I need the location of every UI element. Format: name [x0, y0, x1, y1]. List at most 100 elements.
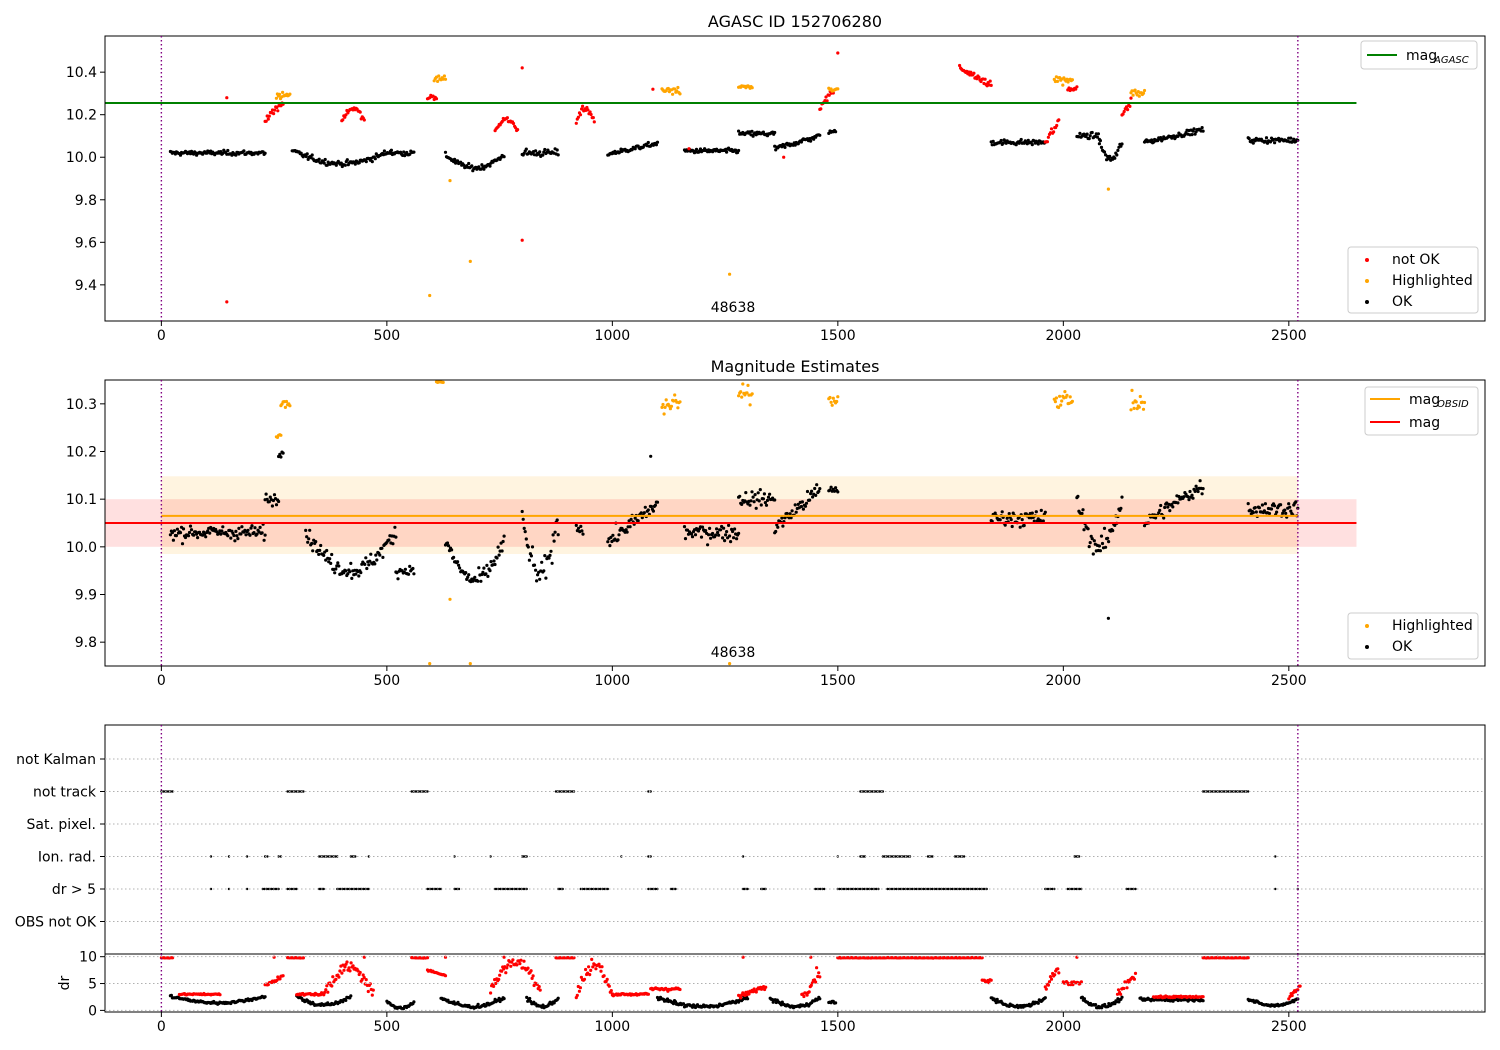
point-ok	[482, 566, 486, 570]
point-ok	[715, 527, 719, 531]
flag-point	[927, 887, 931, 891]
point-ok	[725, 150, 729, 154]
point-ok	[543, 554, 547, 558]
point-ok	[763, 501, 768, 505]
flag-point	[981, 887, 985, 891]
point-not-ok	[827, 93, 831, 97]
point-ok	[1176, 501, 1180, 505]
point-not-ok	[972, 71, 976, 75]
point-ok	[229, 536, 233, 540]
point-highlighted	[288, 92, 292, 96]
point-ok	[707, 533, 711, 537]
point-not-ok	[989, 83, 993, 87]
point-ok	[617, 533, 621, 537]
point-ok	[1095, 135, 1099, 139]
point-ok	[337, 564, 341, 568]
point-ok	[1168, 509, 1172, 513]
point-ok	[1267, 511, 1272, 516]
point-ok	[523, 530, 527, 534]
point-ok	[1190, 493, 1194, 497]
point-not-ok	[522, 959, 526, 963]
point-ok	[1253, 506, 1257, 510]
point-not-ok	[977, 75, 981, 79]
point-ok	[380, 546, 384, 550]
point-ok	[735, 537, 739, 541]
point-ok	[221, 525, 225, 529]
point-ok	[493, 562, 497, 567]
point-ok	[682, 525, 687, 529]
point-ok	[304, 528, 308, 533]
point-ok	[359, 571, 363, 575]
point-not-ok	[504, 971, 508, 975]
point-ok	[308, 528, 312, 532]
point-ok	[766, 495, 771, 499]
axes-frame	[104, 35, 1486, 322]
point-ok	[1098, 139, 1102, 143]
point-ok	[719, 528, 723, 532]
point-ok	[381, 555, 385, 560]
point-ok	[348, 570, 352, 574]
legend-marker-ok-2	[1365, 645, 1369, 649]
point-ok	[407, 572, 411, 576]
y-tick-label: 9.8	[75, 193, 97, 209]
magnitude-estimates-panel: Magnitude Estimates 0 500 1000 1500 2000 2500…	[66, 357, 1486, 689]
point-highlighted	[1068, 395, 1072, 399]
point-not-ok	[1116, 988, 1121, 992]
legend-label-not-ok: not OK	[1392, 252, 1440, 268]
point-not-ok	[358, 110, 362, 114]
point-ok	[1159, 503, 1163, 508]
flag-point	[894, 855, 897, 858]
point-ok	[625, 530, 629, 534]
flag-point	[906, 887, 909, 891]
flag-point	[562, 790, 565, 793]
point-ok	[800, 500, 805, 504]
point-ok	[611, 533, 615, 537]
point-not-ok	[340, 971, 344, 975]
point-ok	[1086, 527, 1090, 531]
point-ok	[255, 532, 259, 536]
point-ok	[793, 503, 797, 507]
point-not-ok	[498, 973, 502, 977]
point-not-ok	[815, 966, 819, 970]
flag-point	[603, 887, 606, 891]
point-not-ok	[1115, 992, 1120, 996]
point-ok	[378, 553, 382, 557]
point-ok	[1043, 996, 1047, 1000]
point-highlighted	[830, 403, 834, 407]
flag-point	[1234, 790, 1237, 793]
point-ok	[1201, 129, 1205, 133]
point-not-ok	[347, 966, 351, 970]
flag-point	[511, 887, 514, 891]
flag-point	[863, 887, 866, 891]
point-ok	[411, 566, 415, 571]
flag-point	[649, 790, 652, 793]
point-not-ok	[272, 955, 276, 959]
point-ok	[756, 491, 760, 495]
point-ok	[370, 160, 374, 164]
flag-point	[263, 887, 266, 891]
point-ok	[1289, 509, 1293, 513]
point-ok	[646, 140, 650, 145]
flag-point	[870, 887, 873, 891]
point-ok	[1022, 523, 1026, 528]
point-not-ok	[754, 990, 758, 994]
flag-point	[1070, 887, 1073, 891]
point-ok	[749, 499, 753, 503]
point-ok	[775, 523, 779, 527]
point-ok	[307, 537, 311, 541]
point-not-ok	[809, 983, 813, 988]
point-ok	[1288, 505, 1292, 509]
point-ok	[628, 525, 632, 529]
point-ok	[387, 538, 391, 542]
point-ok	[734, 148, 738, 152]
flag-point	[909, 887, 913, 891]
point-highlighted	[468, 259, 472, 263]
point-ok	[646, 508, 650, 512]
point-ok	[1108, 154, 1112, 158]
point-ok	[1192, 127, 1196, 131]
point-ok	[262, 538, 266, 542]
point-ok	[1119, 506, 1123, 510]
flag-point	[945, 887, 949, 891]
point-ok	[502, 534, 506, 538]
point-ok	[264, 492, 268, 496]
